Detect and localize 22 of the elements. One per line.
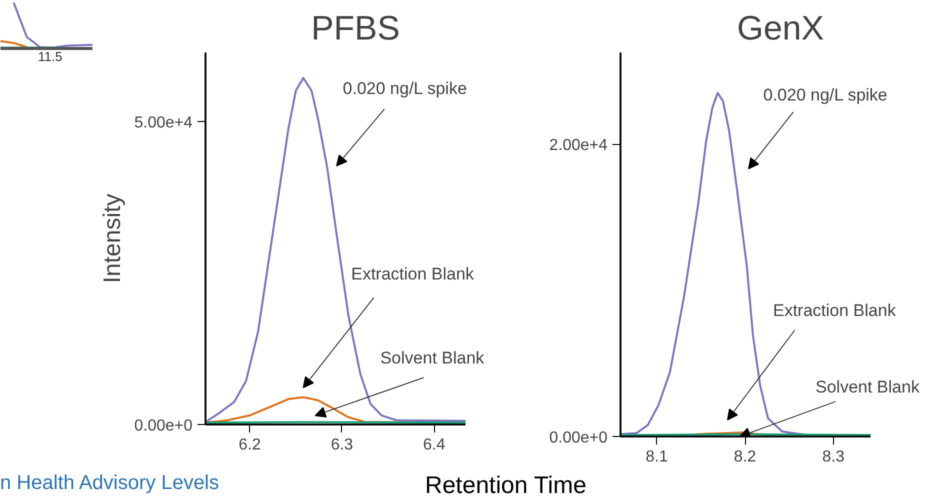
x-tick-label: 6.4: [423, 436, 446, 454]
chart-title: GenX: [737, 10, 824, 48]
x-tick-label: 6.2: [238, 436, 261, 454]
x-tick-label: 8.2: [734, 448, 756, 466]
annotation: Solvent Blank: [380, 348, 485, 368]
x-tick-label: 8.3: [822, 448, 845, 466]
y-tick-label: 0.00e+0: [549, 430, 608, 446]
annotation: Extraction Blank: [351, 264, 474, 284]
x-axis-title: Retention Time: [425, 471, 586, 500]
y-tick-label: 0.00e+0: [134, 418, 193, 434]
y-tick-label: 2.00e+4: [549, 137, 608, 154]
chart-title: PFBS: [311, 10, 400, 48]
annotation: 0.020 ng/L spike: [342, 78, 467, 98]
annotation: Extraction Blank: [773, 301, 896, 320]
annotation: Solvent Blank: [816, 378, 920, 397]
annotation: 0.020 ng/L spike: [763, 86, 888, 105]
text: n Health Advisory Levels: [0, 471, 220, 496]
y-tick-label: 5.00e+4: [134, 114, 193, 132]
y-axis-title: Intensity: [99, 194, 126, 284]
x-tick-label: 6.3: [330, 436, 354, 454]
x-tick-label: 8.1: [646, 448, 668, 466]
text: 11.5: [38, 48, 62, 66]
